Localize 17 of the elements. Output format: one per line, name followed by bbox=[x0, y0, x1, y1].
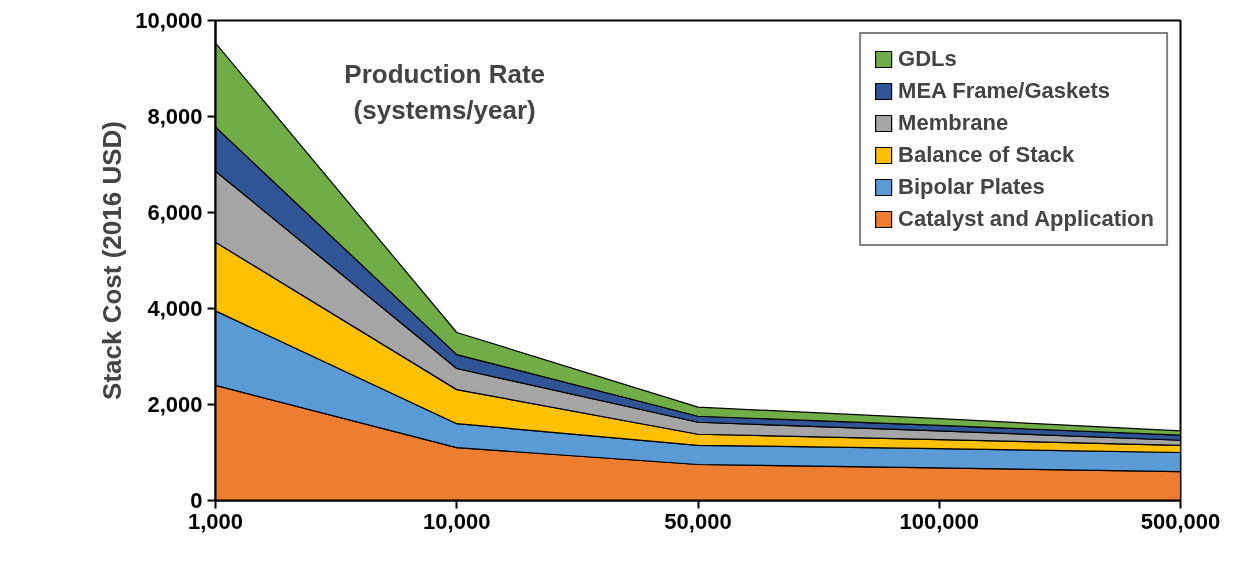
legend-label: Membrane bbox=[898, 110, 1009, 136]
y-tick-label: 4,000 bbox=[147, 296, 203, 321]
x-tick-label: 10,000 bbox=[423, 508, 491, 534]
legend-label: GDLs bbox=[898, 46, 957, 72]
x-tick-label: 500,000 bbox=[1140, 508, 1221, 534]
x-tick-label: 50,000 bbox=[664, 508, 732, 534]
y-tick-label: 2,000 bbox=[147, 392, 203, 417]
y-tick-label: 10,000 bbox=[135, 8, 203, 33]
legend-label: Bipolar Plates bbox=[898, 174, 1045, 200]
x-axis-title: Production Rate (systems/year) bbox=[344, 58, 546, 125]
legend-label: Balance of Stack bbox=[898, 142, 1075, 168]
x-tick-label: 100,000 bbox=[899, 508, 980, 534]
y-axis-title: Stack Cost (2016 USD) bbox=[97, 121, 128, 400]
y-tick-label: 6,000 bbox=[147, 200, 203, 225]
legend-label: Catalyst and Application bbox=[898, 206, 1154, 232]
y-tick-label: 8,000 bbox=[147, 104, 203, 129]
legend-label: MEA Frame/Gaskets bbox=[898, 78, 1111, 104]
